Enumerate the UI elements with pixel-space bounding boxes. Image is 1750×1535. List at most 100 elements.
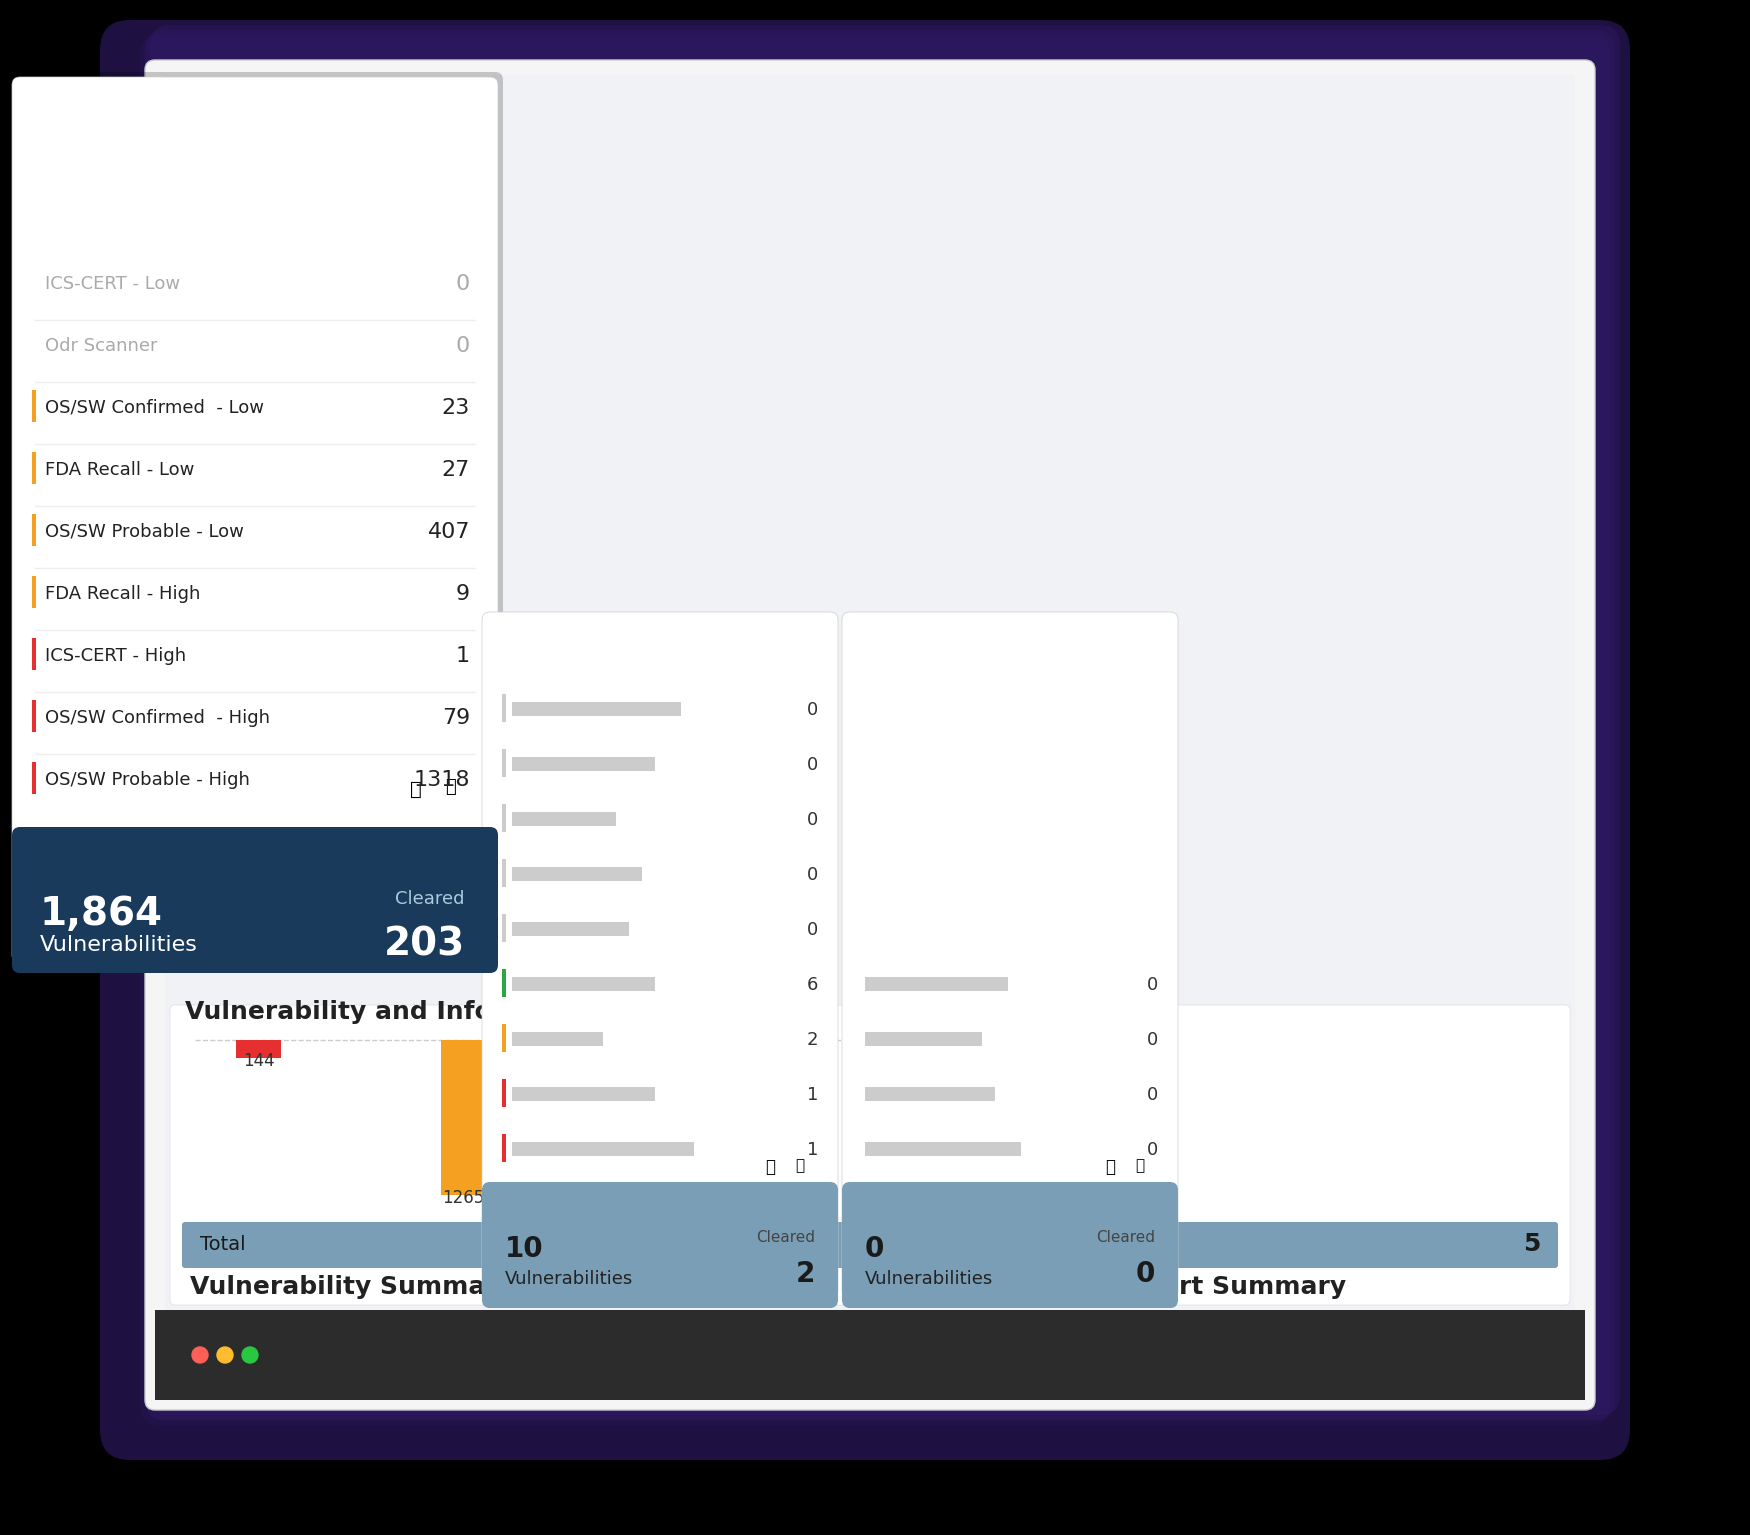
Bar <box>31 761 37 794</box>
FancyBboxPatch shape <box>145 60 1594 1411</box>
Bar <box>513 923 628 936</box>
Text: 🖥: 🖥 <box>794 1157 805 1173</box>
Text: Vulnerabilities: Vulnerabilities <box>864 1269 994 1288</box>
FancyBboxPatch shape <box>842 1182 1178 1308</box>
Text: OS/SW Confirmed  - High: OS/SW Confirmed - High <box>46 709 270 728</box>
Text: 2: 2 <box>807 1032 817 1048</box>
Text: FDA Recall - High: FDA Recall - High <box>46 585 200 603</box>
Text: OS/SW Confirmed  - Low: OS/SW Confirmed - Low <box>46 399 264 418</box>
Text: 1: 1 <box>455 646 471 666</box>
Text: OS/SW Probable - High: OS/SW Probable - High <box>46 771 250 789</box>
Text: Cleared: Cleared <box>1096 1230 1155 1245</box>
FancyBboxPatch shape <box>12 827 499 973</box>
FancyBboxPatch shape <box>842 612 1178 1299</box>
Text: 0: 0 <box>864 1236 884 1263</box>
Text: Total: Total <box>200 1234 245 1254</box>
Text: Vulnerabilities: Vulnerabilities <box>506 1269 634 1288</box>
Bar <box>502 860 506 887</box>
Circle shape <box>192 1348 208 1363</box>
Text: 407: 407 <box>427 522 471 542</box>
Bar <box>31 451 37 484</box>
Text: Cleared: Cleared <box>756 1230 816 1245</box>
Bar <box>864 1087 996 1101</box>
Text: 79: 79 <box>441 708 471 728</box>
Bar <box>646 1041 691 1096</box>
FancyBboxPatch shape <box>19 835 490 955</box>
Bar <box>513 976 654 992</box>
Text: Vulnerability Summary: Vulnerability Summary <box>191 1276 514 1299</box>
Text: 0: 0 <box>455 336 471 356</box>
Bar <box>513 757 654 771</box>
Bar <box>502 913 506 942</box>
Bar <box>502 804 506 832</box>
Bar <box>513 867 642 881</box>
Text: 0: 0 <box>807 701 817 718</box>
Text: 9: 9 <box>455 583 471 603</box>
Text: ICS-CERT - High: ICS-CERT - High <box>46 646 186 665</box>
Bar <box>441 1041 487 1196</box>
Text: 0: 0 <box>807 810 817 829</box>
Text: Info Alert Summary: Info Alert Summary <box>1069 1276 1346 1299</box>
Text: 1265: 1265 <box>443 1190 485 1207</box>
Text: 0: 0 <box>807 866 817 884</box>
Bar <box>502 694 506 721</box>
Text: ICS-CERT - Low: ICS-CERT - Low <box>46 275 180 293</box>
Text: FDA Recall - Low: FDA Recall - Low <box>46 460 194 479</box>
Bar <box>502 1079 506 1107</box>
Text: 0: 0 <box>1146 1032 1158 1048</box>
Text: 1318: 1318 <box>413 771 471 791</box>
Text: Vulnerabilities: Vulnerabilities <box>40 935 198 955</box>
Circle shape <box>242 1348 257 1363</box>
Text: 0: 0 <box>1136 1260 1155 1288</box>
FancyBboxPatch shape <box>481 612 838 1299</box>
Text: 0: 0 <box>455 275 471 295</box>
Bar <box>31 576 37 608</box>
Text: 23: 23 <box>441 398 471 418</box>
Bar <box>502 1024 506 1051</box>
FancyBboxPatch shape <box>145 31 1615 1420</box>
Text: 10: 10 <box>506 1236 544 1263</box>
Bar <box>502 749 506 777</box>
Text: 456: 456 <box>653 1090 684 1108</box>
Text: 9: 9 <box>868 1035 878 1053</box>
Bar <box>864 1142 1020 1156</box>
Text: 0: 0 <box>1146 976 1158 995</box>
Text: Cleared: Cleared <box>396 890 466 909</box>
Bar <box>513 1087 654 1101</box>
Circle shape <box>217 1348 233 1363</box>
FancyBboxPatch shape <box>18 72 502 958</box>
Text: 203: 203 <box>383 926 466 962</box>
Text: 5: 5 <box>1522 1233 1540 1256</box>
FancyBboxPatch shape <box>150 25 1621 1415</box>
Bar <box>513 812 616 826</box>
Text: 27: 27 <box>441 460 471 480</box>
Bar <box>502 1134 506 1162</box>
Bar <box>502 969 506 998</box>
FancyBboxPatch shape <box>1050 1005 1570 1305</box>
Text: 0: 0 <box>807 921 817 939</box>
Text: 2: 2 <box>796 1260 816 1288</box>
Bar <box>31 639 37 669</box>
Text: 1874: 1874 <box>940 1233 1010 1256</box>
Bar <box>31 390 37 422</box>
Text: 1: 1 <box>807 1141 817 1159</box>
Bar <box>31 700 37 732</box>
FancyBboxPatch shape <box>100 20 1629 1460</box>
Text: 144: 144 <box>243 1051 275 1070</box>
Text: 6: 6 <box>807 976 817 995</box>
FancyBboxPatch shape <box>170 1005 1040 1305</box>
Bar <box>31 514 37 546</box>
Text: Vulnerability and Info Details: Vulnerability and Info Details <box>186 999 598 1024</box>
Bar <box>864 1032 982 1045</box>
FancyBboxPatch shape <box>156 1309 1586 1400</box>
Bar <box>513 1142 695 1156</box>
FancyBboxPatch shape <box>481 1182 838 1308</box>
FancyBboxPatch shape <box>1062 1222 1558 1268</box>
Bar <box>236 1041 282 1058</box>
Bar <box>513 701 681 715</box>
Text: 1: 1 <box>807 1085 817 1104</box>
Text: 🖥: 🖥 <box>444 778 455 797</box>
Text: 🖥: 🖥 <box>1136 1157 1144 1173</box>
Text: 🔔: 🔔 <box>410 780 422 800</box>
Bar <box>513 1032 604 1045</box>
